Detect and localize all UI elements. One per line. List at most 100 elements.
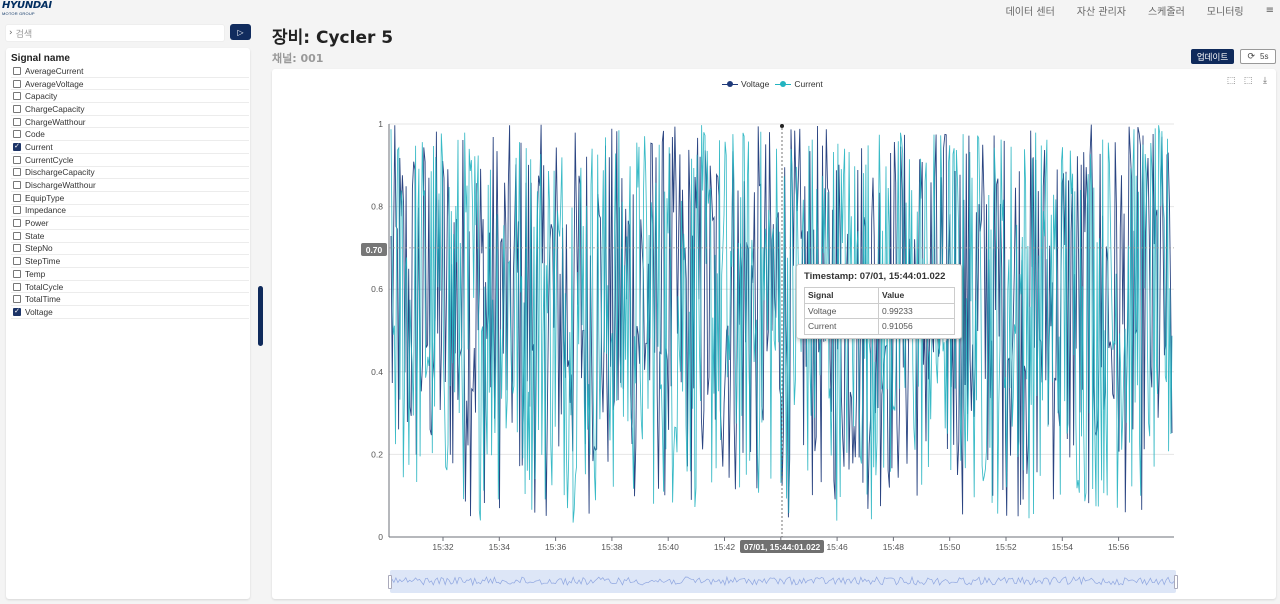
- signal-item[interactable]: Power: [11, 217, 249, 230]
- signal-checkbox[interactable]: [13, 130, 21, 139]
- search-input[interactable]: › 검색: [6, 25, 224, 41]
- signal-checkbox[interactable]: [13, 231, 21, 240]
- signal-item[interactable]: ChargeCapacity: [11, 103, 249, 116]
- signal-label: ChargeWatthour: [25, 116, 86, 127]
- signal-label: DischargeWatthour: [25, 180, 96, 191]
- y-tick-label: 0.6: [371, 284, 383, 294]
- signal-label: Capacity: [25, 91, 58, 102]
- signal-sidebar: Signal name AverageCurrent AverageVoltage…: [6, 48, 250, 599]
- signal-item[interactable]: State: [11, 230, 249, 243]
- signal-item[interactable]: ✓ Current: [11, 141, 249, 154]
- zoom-handle-right[interactable]: [1174, 575, 1178, 589]
- signal-label: StepNo: [25, 243, 53, 254]
- signal-label: StepTime: [25, 256, 61, 267]
- signal-checkbox[interactable]: [13, 193, 21, 202]
- y-tick-label: 0.2: [371, 449, 383, 459]
- signal-label: ChargeCapacity: [25, 103, 85, 114]
- signal-item[interactable]: ChargeWatthour: [11, 116, 249, 129]
- x-tick-label: 15:40: [658, 542, 680, 552]
- signal-item[interactable]: TotalTime: [11, 293, 249, 307]
- download-icon[interactable]: ⤓: [1263, 75, 1267, 85]
- signal-label: DischargeCapacity: [25, 167, 95, 178]
- signal-label: TotalTime: [25, 294, 61, 305]
- legend-current-marker: [775, 80, 792, 88]
- signal-item[interactable]: ✓ Voltage: [11, 306, 249, 319]
- x-tick-label: 15:48: [883, 542, 905, 552]
- nav-data-center[interactable]: 데이터 센터: [1005, 6, 1055, 18]
- y-tick-label: 0.8: [371, 202, 383, 212]
- signal-item[interactable]: Code: [11, 128, 249, 142]
- signal-label: AverageVoltage: [25, 78, 84, 89]
- zoom-handle-left[interactable]: [388, 575, 392, 589]
- chart-tooltip: Timestamp: 07/01, 15:44:01.022 Signal Va…: [796, 264, 962, 339]
- signal-list: AverageCurrent AverageVoltage Capacity Char…: [11, 65, 249, 319]
- signal-checkbox[interactable]: [13, 168, 21, 177]
- series-line-current: [390, 125, 1173, 523]
- signal-item[interactable]: DischargeWatthour: [11, 179, 249, 192]
- x-tick-label: 15:42: [714, 542, 736, 552]
- signal-item[interactable]: DischargeCapacity: [11, 167, 249, 180]
- signal-label: TotalCycle: [25, 281, 64, 292]
- nav-asset-manager[interactable]: 자산 관리자: [1076, 6, 1126, 18]
- signal-list-header: Signal name: [11, 53, 70, 64]
- signal-label: Power: [25, 218, 49, 229]
- nav-scheduler[interactable]: 스케줄러: [1147, 6, 1185, 18]
- x-tick-label: 15:50: [939, 542, 961, 552]
- x-tick-label: 15:56: [1108, 542, 1130, 552]
- zoom-icon[interactable]: ⬚: [1226, 75, 1236, 85]
- signal-checkbox[interactable]: [13, 244, 21, 253]
- signal-item[interactable]: StepNo: [11, 243, 249, 256]
- x-tick-label: 15:54: [1052, 542, 1074, 552]
- tooltip-row-value: 0.91056: [878, 318, 955, 335]
- legend-voltage[interactable]: Voltage: [722, 79, 769, 89]
- chevron-right-icon: ›: [9, 28, 13, 38]
- signal-checkbox[interactable]: [13, 282, 21, 291]
- update-button[interactable]: 업데이트: [1191, 49, 1234, 64]
- signal-label: CurrentCycle: [25, 154, 74, 165]
- crosshair-x-label: 07/01, 15:44:01.022: [740, 540, 824, 553]
- search-run-button[interactable]: ▷: [230, 24, 251, 40]
- signal-item[interactable]: TotalCycle: [11, 281, 249, 294]
- refresh-icon: ⟳: [1247, 51, 1256, 61]
- signal-item[interactable]: EquipType: [11, 192, 249, 205]
- nav-monitoring[interactable]: 모니터링: [1206, 6, 1244, 18]
- tooltip-col-signal: Signal: [804, 287, 879, 304]
- signal-checkbox[interactable]: [13, 257, 21, 266]
- signal-checkbox[interactable]: [13, 104, 21, 113]
- signal-label: Temp: [25, 268, 46, 279]
- tooltip-table: Signal Value Voltage 0.99233 Current 0.9…: [804, 287, 955, 335]
- signal-checkbox[interactable]: [13, 295, 21, 304]
- signal-checkbox[interactable]: [13, 92, 21, 101]
- signal-label: EquipType: [25, 192, 65, 203]
- menu-icon[interactable]: ≡: [1265, 4, 1274, 16]
- data-zoom-slider[interactable]: [389, 570, 1177, 593]
- signal-item[interactable]: Capacity: [11, 90, 249, 104]
- signal-checkbox[interactable]: [13, 117, 21, 126]
- page-title: 장비: Cycler 5: [272, 28, 394, 48]
- signal-checkbox[interactable]: [13, 66, 21, 75]
- signal-checkbox[interactable]: [13, 206, 21, 215]
- signal-checkbox[interactable]: ✓: [13, 142, 21, 151]
- signal-checkbox[interactable]: ✓: [13, 307, 21, 316]
- signal-checkbox[interactable]: [13, 269, 21, 278]
- x-tick-label: 15:34: [489, 542, 511, 552]
- signal-item[interactable]: StepTime: [11, 255, 249, 268]
- line-chart[interactable]: 0 0.2 0.4 0.6 0.8 1 15:32 15:34 15:36 15:38 15:40 1…: [355, 115, 1185, 555]
- legend-current[interactable]: Current: [775, 79, 823, 89]
- signal-item[interactable]: Temp: [11, 268, 249, 281]
- zoom-reset-icon[interactable]: ⬚: [1243, 75, 1253, 85]
- tooltip-row-value: 0.99233: [878, 302, 955, 319]
- signal-checkbox[interactable]: [13, 219, 21, 228]
- signal-item[interactable]: Impedance: [11, 205, 249, 218]
- signal-checkbox[interactable]: [13, 155, 21, 164]
- signal-item[interactable]: CurrentCycle: [11, 154, 249, 167]
- signal-item[interactable]: AverageCurrent: [11, 65, 249, 78]
- refresh-interval-button[interactable]: ⟳ 5s: [1240, 49, 1276, 64]
- x-tick-label: 15:36: [545, 542, 567, 552]
- sidebar-resize-handle[interactable]: [258, 286, 263, 346]
- signal-item[interactable]: AverageVoltage: [11, 78, 249, 91]
- legend-current-label: Current: [794, 79, 823, 89]
- signal-checkbox[interactable]: [13, 79, 21, 88]
- signal-checkbox[interactable]: [13, 181, 21, 190]
- signal-label: Impedance: [25, 205, 67, 216]
